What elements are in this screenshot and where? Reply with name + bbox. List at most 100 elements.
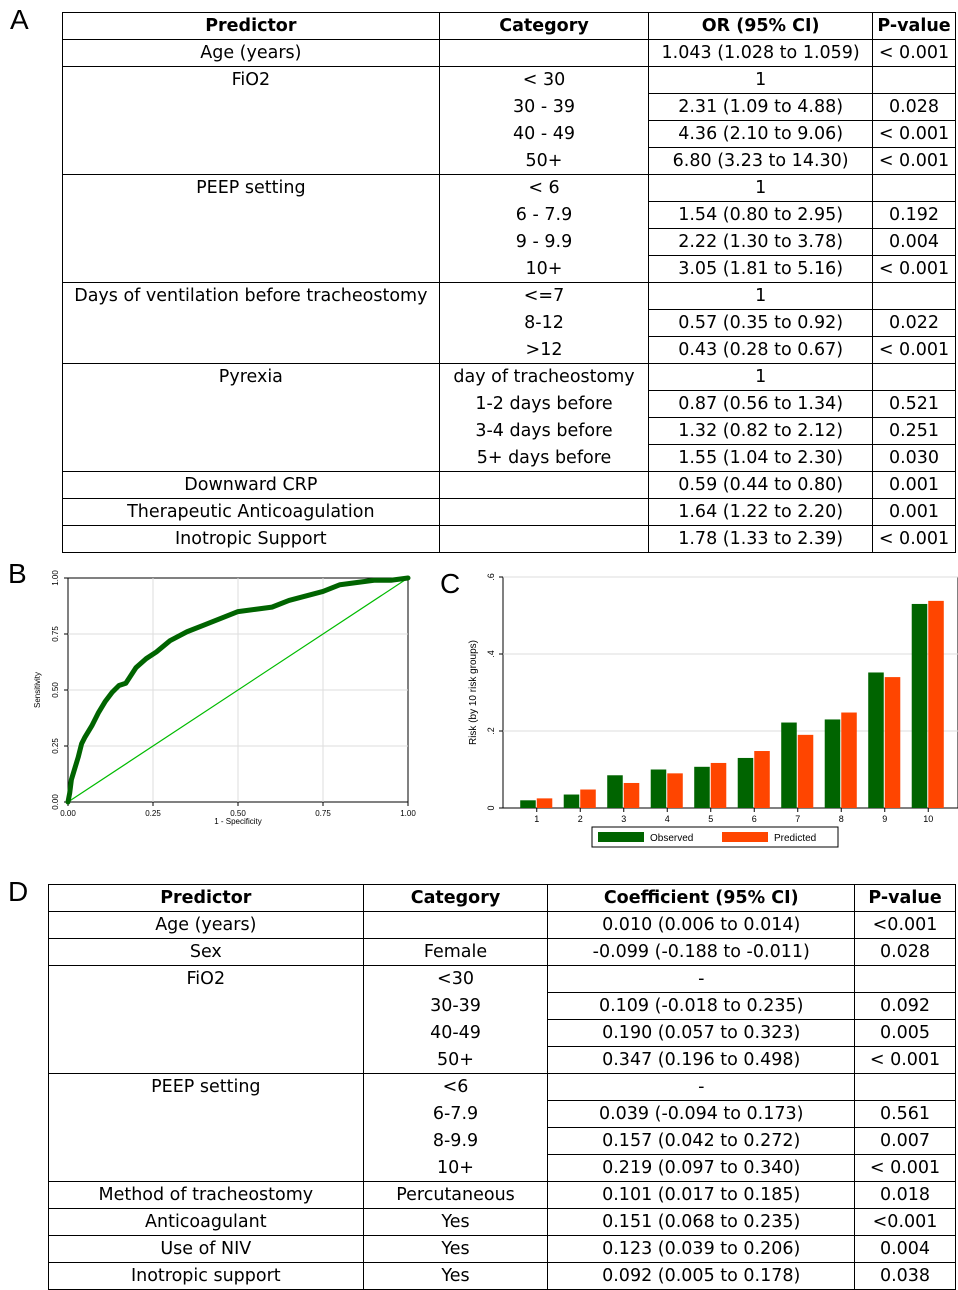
p-value-cell: 0.192 — [871, 201, 957, 229]
bar-observed — [694, 766, 710, 808]
p-value-cell: 0.251 — [871, 417, 957, 445]
bar-predicted — [841, 712, 857, 808]
table-row: 30-39 0.109 (-0.018 to 0.235) 0.092 — [48, 992, 956, 1020]
predictor-cell: Downward CRP — [62, 471, 440, 499]
panel-label-b: B — [8, 558, 27, 589]
p-value-cell — [871, 66, 957, 94]
estimate-cell: 1 — [648, 174, 873, 202]
table-row: FiO2 <30- — [48, 965, 956, 993]
predictor-cell — [62, 228, 440, 256]
bar-predicted — [623, 782, 640, 808]
table-row: 10+ 0.219 (0.097 to 0.340) < 0.001 — [48, 1154, 956, 1182]
category-cell: 5+ days before — [438, 444, 650, 472]
category-cell: <=7 — [438, 282, 650, 310]
x-tick-label: 9 — [882, 814, 887, 824]
table-row: >12 0.43 (0.28 to 0.67) < 0.001 — [62, 336, 957, 364]
predictor-cell — [62, 93, 440, 121]
predictor-cell: PEEP setting — [48, 1073, 364, 1101]
category-cell: < 6 — [438, 174, 650, 202]
category-cell: Yes — [362, 1208, 549, 1236]
estimate-cell: 0.43 (0.28 to 0.67) — [648, 336, 873, 364]
p-value-cell: 0.022 — [871, 309, 957, 337]
estimate-cell: 1.78 (1.33 to 2.39) — [648, 525, 873, 553]
bar-predicted — [667, 773, 683, 808]
category-cell — [438, 498, 650, 526]
predictor-cell: Pyrexia — [62, 363, 440, 391]
column-header: Category — [438, 12, 650, 40]
table-row: 40 - 49 4.36 (2.10 to 9.06) < 0.001 — [62, 120, 957, 148]
table-row: Anticoagulant Yes 0.151 (0.068 to 0.235) <0… — [48, 1208, 956, 1236]
predictor-cell: Anticoagulant — [48, 1208, 364, 1236]
predictor-cell — [62, 201, 440, 229]
bar-predicted — [928, 600, 944, 808]
bar-observed — [563, 794, 580, 808]
panel-label-d: D — [8, 876, 29, 907]
roc-curve — [65, 575, 411, 805]
category-cell — [438, 525, 650, 553]
estimate-cell: 1 — [648, 66, 873, 94]
category-cell: <6 — [362, 1073, 549, 1101]
y-tick-label: .6 — [486, 573, 496, 581]
p-value-cell: < 0.001 — [871, 336, 957, 364]
estimate-cell: 4.36 (2.10 to 9.06) — [648, 120, 873, 148]
p-value-cell — [854, 1073, 956, 1101]
x-tick-label: 0.25 — [145, 809, 161, 818]
category-cell — [438, 471, 650, 499]
p-value-cell: < 0.001 — [871, 525, 957, 553]
panel-label-c: C — [440, 568, 461, 599]
category-cell: >12 — [438, 336, 650, 364]
predictor-cell — [48, 1019, 364, 1047]
y-tick-label: 0.75 — [51, 626, 60, 642]
x-tick-label: 1.00 — [400, 809, 416, 818]
p-value-cell: 0.005 — [854, 1019, 956, 1047]
estimate-cell: 6.80 (3.23 to 14.30) — [648, 147, 873, 175]
roc-curve-chart: 0.00 0.25 0.50 0.75 1.00 0.00 0.25 0.50 0.75 1.00… — [33, 570, 416, 826]
y-tick-label: 1.00 — [51, 570, 60, 586]
bar-observed — [868, 672, 884, 808]
predictor-cell — [62, 417, 440, 445]
p-value-cell — [871, 282, 957, 310]
table-row: FiO2 < 30 1 — [62, 66, 957, 94]
y-tick-label: 0.00 — [51, 794, 60, 810]
predictor-cell: Days of ventilation before tracheostomy — [62, 282, 440, 310]
predictor-cell — [48, 992, 364, 1020]
category-cell: 40-49 — [362, 1019, 549, 1047]
p-value-cell: < 0.001 — [854, 1154, 956, 1182]
category-cell: 1-2 days before — [438, 390, 650, 418]
category-cell: Female — [362, 938, 549, 966]
bar-observed — [781, 722, 797, 808]
predictor-cell — [48, 1100, 364, 1128]
legend-label: Observed — [650, 833, 693, 844]
predictor-cell — [62, 336, 440, 364]
predictor-cell — [62, 255, 440, 283]
x-tick-label: 10 — [923, 814, 933, 824]
y-axis-label: Sensitivity — [33, 672, 42, 708]
category-cell: 6-7.9 — [362, 1100, 549, 1128]
p-value-cell — [854, 965, 956, 993]
p-value-cell: 0.001 — [871, 471, 957, 499]
x-axis-label: 1 - Specificity — [214, 817, 262, 826]
y-tick-label: 0.50 — [51, 682, 60, 698]
estimate-cell: 3.05 (1.81 to 5.16) — [648, 255, 873, 283]
category-cell: Percutaneous — [362, 1181, 549, 1209]
table-row: Inotropic Support 1.78 (1.33 to 2.39) < 0.… — [62, 525, 957, 553]
category-cell: 40 - 49 — [438, 120, 650, 148]
legend-swatch — [598, 832, 644, 842]
odds-ratio-table: Predictor Category OR (95% CI) P-value Age (… — [62, 12, 957, 553]
estimate-cell: - — [547, 965, 856, 993]
x-tick-label: 7 — [795, 814, 800, 824]
estimate-cell: 1 — [648, 282, 873, 310]
p-value-cell: < 0.001 — [854, 1046, 956, 1074]
p-value-cell: 0.521 — [871, 390, 957, 418]
bar-predicted — [754, 751, 770, 808]
p-value-cell: <0.001 — [854, 1208, 956, 1236]
predictor-cell: Inotropic Support — [62, 525, 440, 553]
estimate-cell: 1.043 (1.028 to 1.059) — [648, 39, 873, 67]
p-value-cell: 0.030 — [871, 444, 957, 472]
p-value-cell: 0.018 — [854, 1181, 956, 1209]
table-row: Use of NIV Yes 0.123 (0.039 to 0.206) 0.004 — [48, 1235, 956, 1263]
bar-observed — [911, 603, 928, 808]
y-tick-label: .2 — [486, 727, 496, 735]
p-value-cell: 0.004 — [854, 1235, 956, 1263]
bar-observed — [737, 757, 754, 808]
